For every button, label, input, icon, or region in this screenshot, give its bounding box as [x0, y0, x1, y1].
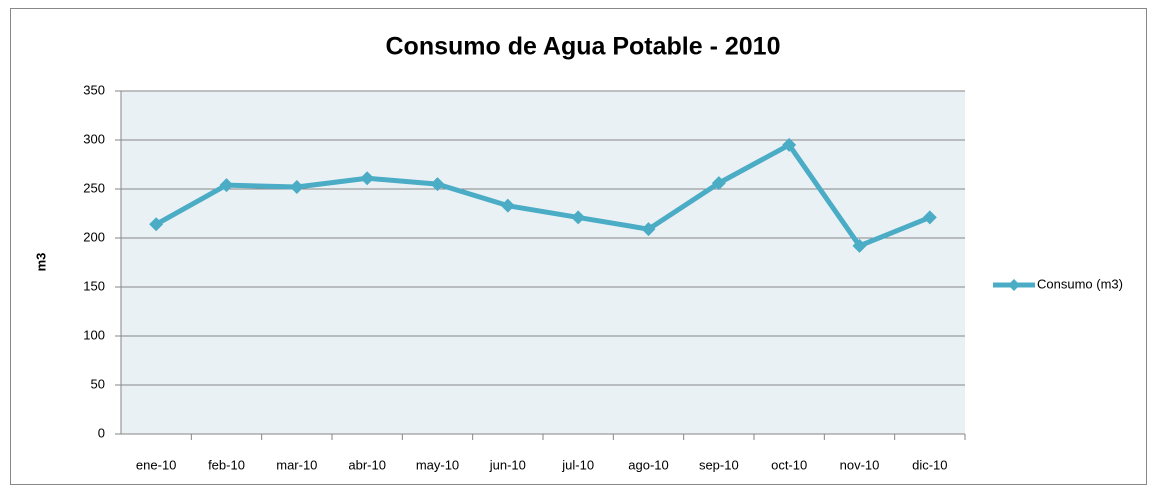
- x-tick-label: oct-10: [771, 457, 807, 472]
- marker: [219, 178, 234, 193]
- marker: [922, 210, 937, 225]
- marker: [360, 171, 375, 186]
- x-tick-label: jul-10: [561, 457, 594, 472]
- y-tick-label: 0: [98, 425, 105, 440]
- x-tick-label: may-10: [416, 457, 459, 472]
- y-axis-label: m3: [33, 253, 48, 272]
- marker: [641, 222, 656, 237]
- y-tick-label: 300: [83, 131, 105, 146]
- marker: [430, 177, 445, 192]
- x-tick-label: mar-10: [276, 457, 317, 472]
- plot-area: [121, 91, 965, 434]
- legend-marker: [1008, 279, 1020, 291]
- x-tick-label: feb-10: [208, 457, 245, 472]
- marker: [289, 180, 304, 195]
- chart-title: Consumo de Agua Potable - 2010: [386, 33, 781, 61]
- y-tick-label: 350: [83, 82, 105, 97]
- x-tick-label: nov-10: [840, 457, 880, 472]
- y-tick-label: 100: [83, 327, 105, 342]
- x-tick-label: abr-10: [348, 457, 386, 472]
- legend-label: Consumo (m3): [1037, 276, 1123, 291]
- y-tick-label: 250: [83, 180, 105, 195]
- series-line: [154, 142, 931, 249]
- x-tick-label: sep-10: [699, 457, 739, 472]
- marker: [500, 198, 515, 213]
- y-tick-label: 200: [83, 229, 105, 244]
- x-tick-label: dic-10: [912, 457, 947, 472]
- x-tick-label: jun-10: [489, 457, 526, 472]
- x-tick-label: ene-10: [136, 457, 176, 472]
- marker: [571, 210, 586, 225]
- marker: [852, 238, 867, 253]
- marker: [711, 176, 726, 191]
- y-tick-label: 50: [91, 376, 105, 391]
- x-tick-label: ago-10: [628, 457, 668, 472]
- marker: [782, 137, 797, 152]
- y-tick-label: 150: [83, 278, 105, 293]
- marker: [149, 217, 164, 232]
